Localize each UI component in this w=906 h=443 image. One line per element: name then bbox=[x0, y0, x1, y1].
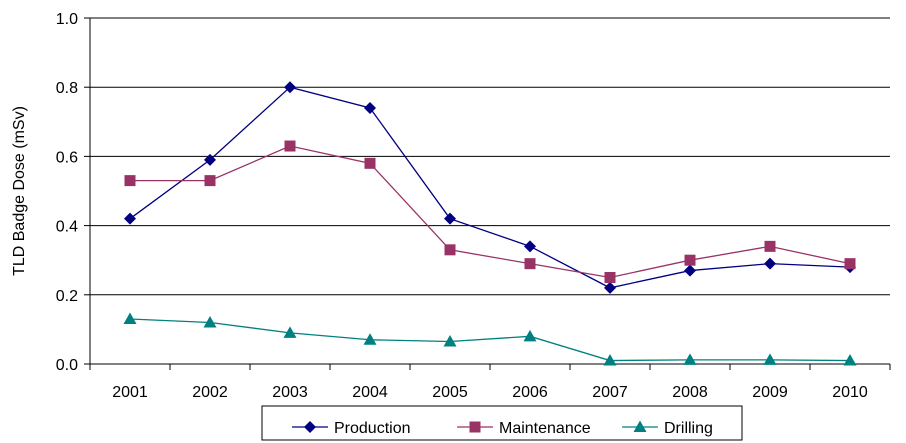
legend-item-drilling: Drilling bbox=[622, 420, 713, 437]
x-tick-label: 2004 bbox=[352, 384, 388, 401]
data-point-drilling bbox=[283, 326, 297, 338]
data-point-maintenance bbox=[284, 140, 296, 152]
series-drilling bbox=[123, 312, 857, 366]
x-tick-label: 2010 bbox=[832, 384, 868, 401]
y-tick-label: 0.4 bbox=[56, 219, 78, 236]
data-point-maintenance bbox=[124, 175, 136, 187]
y-axis-title: TLD Badge Dose (mSv) bbox=[11, 106, 28, 276]
data-point-drilling bbox=[123, 312, 137, 325]
y-tick-label: 0.0 bbox=[56, 357, 78, 374]
data-point-drilling bbox=[523, 329, 537, 342]
series-group bbox=[123, 81, 857, 366]
legend-marker-maintenance bbox=[469, 421, 481, 433]
legend-item-maintenance: Maintenance bbox=[457, 420, 591, 437]
x-tick-label: 2005 bbox=[432, 384, 468, 401]
data-point-drilling bbox=[843, 354, 857, 366]
plot-area bbox=[89, 18, 891, 370]
legend-label: Production bbox=[334, 420, 411, 437]
legend: Production Maintenance Drilling bbox=[261, 405, 743, 441]
data-point-drilling bbox=[603, 354, 617, 366]
legend-label: Drilling bbox=[664, 420, 713, 437]
data-point-drilling bbox=[443, 335, 457, 347]
data-point-production bbox=[524, 240, 536, 253]
data-point-maintenance bbox=[684, 254, 696, 266]
data-point-maintenance bbox=[364, 157, 376, 169]
series-line-production bbox=[129, 86, 851, 289]
data-point-production bbox=[124, 212, 136, 225]
x-tick-label: 2008 bbox=[672, 384, 708, 401]
data-point-production bbox=[764, 257, 776, 270]
data-point-production bbox=[604, 281, 616, 294]
legend-marker-production bbox=[304, 421, 316, 433]
y-tick-label: 1.0 bbox=[56, 11, 78, 28]
legend-item-production: Production bbox=[292, 420, 411, 437]
data-point-maintenance bbox=[604, 272, 616, 283]
series-production bbox=[124, 81, 856, 294]
data-point-production bbox=[284, 81, 296, 94]
data-point-production bbox=[684, 264, 696, 277]
data-point-maintenance bbox=[204, 175, 216, 187]
data-point-maintenance bbox=[524, 258, 536, 270]
data-point-drilling bbox=[363, 333, 377, 345]
x-axis-tick-labels: 2001 2002 2003 2004 2005 2006 2007 2008 2009 2010 bbox=[112, 384, 868, 401]
data-point-production bbox=[364, 101, 376, 114]
data-point-drilling bbox=[763, 353, 777, 365]
x-tick-label: 2007 bbox=[592, 384, 628, 401]
x-tick-label: 2006 bbox=[512, 384, 548, 401]
data-point-production bbox=[204, 153, 216, 166]
data-point-production bbox=[444, 212, 456, 225]
y-tick-label: 0.2 bbox=[56, 288, 78, 305]
y-axis-tick-labels: 0.0 0.2 0.4 0.6 0.8 1.0 bbox=[56, 11, 78, 374]
x-tick-label: 2002 bbox=[192, 384, 228, 401]
series-maintenance bbox=[124, 140, 856, 283]
data-point-maintenance bbox=[844, 258, 856, 270]
x-tick-label: 2001 bbox=[112, 384, 148, 401]
x-tick-label: 2009 bbox=[752, 384, 788, 401]
data-point-maintenance bbox=[444, 244, 456, 256]
legend-label: Maintenance bbox=[499, 420, 591, 437]
series-line-maintenance bbox=[130, 145, 851, 279]
data-point-drilling bbox=[203, 315, 217, 328]
gridlines bbox=[84, 17, 890, 365]
y-tick-label: 0.8 bbox=[56, 80, 78, 97]
data-point-drilling bbox=[683, 353, 697, 365]
x-tick-label: 2003 bbox=[272, 384, 308, 401]
data-point-maintenance bbox=[764, 240, 776, 252]
legend-marker-drilling bbox=[633, 420, 647, 432]
y-tick-label: 0.6 bbox=[56, 149, 78, 166]
series-line-drilling bbox=[129, 318, 851, 362]
legend-box bbox=[261, 405, 743, 441]
